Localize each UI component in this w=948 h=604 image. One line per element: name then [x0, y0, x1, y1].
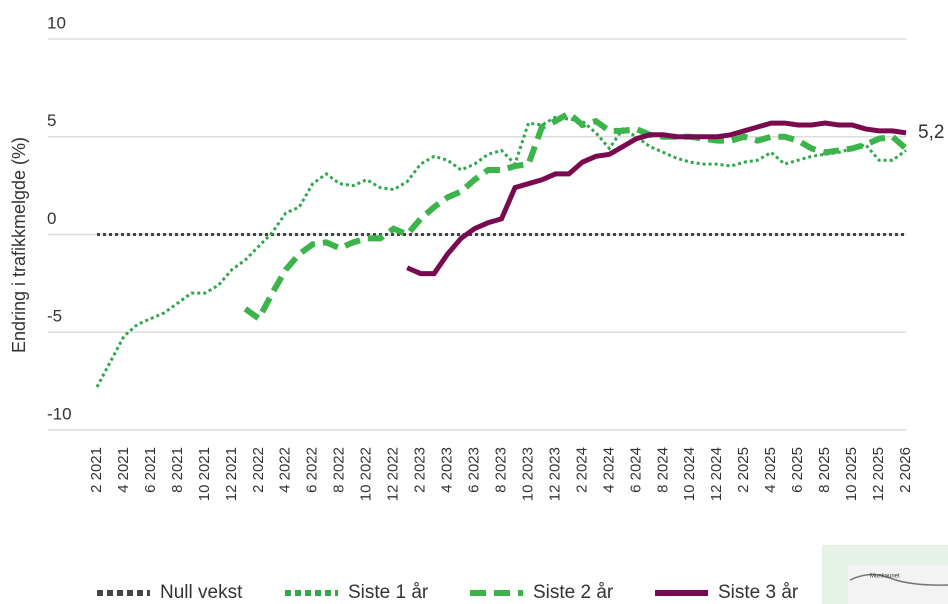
x-tick-label: 6 2025	[789, 447, 806, 493]
x-tick-label: 8 2024	[654, 447, 671, 493]
y-tick-label: 0	[47, 209, 56, 228]
series-line	[97, 117, 906, 387]
x-tick-label: 12 2023	[546, 447, 563, 501]
y-tick-label: 5	[47, 111, 56, 130]
x-tick-label: 8 2022	[331, 447, 348, 493]
x-tick-label: 10 2023	[519, 447, 536, 501]
map-label: Munkaunet	[870, 574, 900, 580]
x-tick-label: 2 2024	[573, 447, 590, 493]
x-tick-label: 6 2021	[142, 447, 159, 493]
x-tick-label: 10 2024	[681, 447, 698, 501]
series-line	[245, 113, 906, 318]
x-tick-label: 12 2025	[870, 447, 887, 501]
y-tick-label: 10	[47, 13, 66, 32]
x-tick-label: 10 2021	[196, 447, 213, 501]
x-tick-label: 4 2024	[600, 447, 617, 493]
x-tick-label: 2 2025	[735, 447, 752, 493]
legend-label: Siste 3 år	[718, 582, 799, 603]
x-tick-label: 8 2021	[169, 447, 186, 493]
x-tick-label: 6 2022	[304, 447, 321, 493]
x-tick-label: 12 2021	[223, 447, 240, 501]
legend-label: Siste 2 år	[533, 582, 614, 603]
x-tick-label: 8 2023	[492, 447, 509, 493]
chart: Endring i trafikkmelgde (%) Munkaunet 10…	[0, 0, 948, 604]
x-tick-label: 12 2022	[385, 447, 402, 501]
x-tick-label: 2 2022	[250, 447, 267, 493]
x-tick-label: 10 2022	[358, 447, 375, 501]
x-tick-label: 12 2024	[708, 447, 725, 501]
y-tick-label: -5	[47, 307, 62, 326]
x-tick-label: 4 2022	[277, 447, 294, 493]
y-tick-label: -10	[47, 404, 72, 423]
end-label: 5,2	[918, 122, 944, 143]
x-tick-label: 6 2023	[466, 447, 483, 493]
legend-label: Siste 1 år	[348, 582, 429, 603]
x-tick-label: 2 2021	[88, 447, 105, 493]
x-tick-label: 4 2025	[762, 447, 779, 493]
legend-label: Null vekst	[160, 582, 243, 603]
x-tick-label: 2 2023	[412, 447, 429, 493]
x-tick-label: 10 2025	[843, 447, 860, 501]
x-tick-label: 6 2024	[627, 447, 644, 493]
x-tick-label: 2 2026	[897, 447, 914, 493]
series-line	[407, 123, 906, 274]
x-tick-label: 8 2025	[816, 447, 833, 493]
x-tick-label: 4 2021	[115, 447, 132, 493]
x-tick-label: 4 2023	[439, 447, 456, 493]
y-axis-title: Endring i trafikkmelgde (%)	[9, 137, 29, 353]
